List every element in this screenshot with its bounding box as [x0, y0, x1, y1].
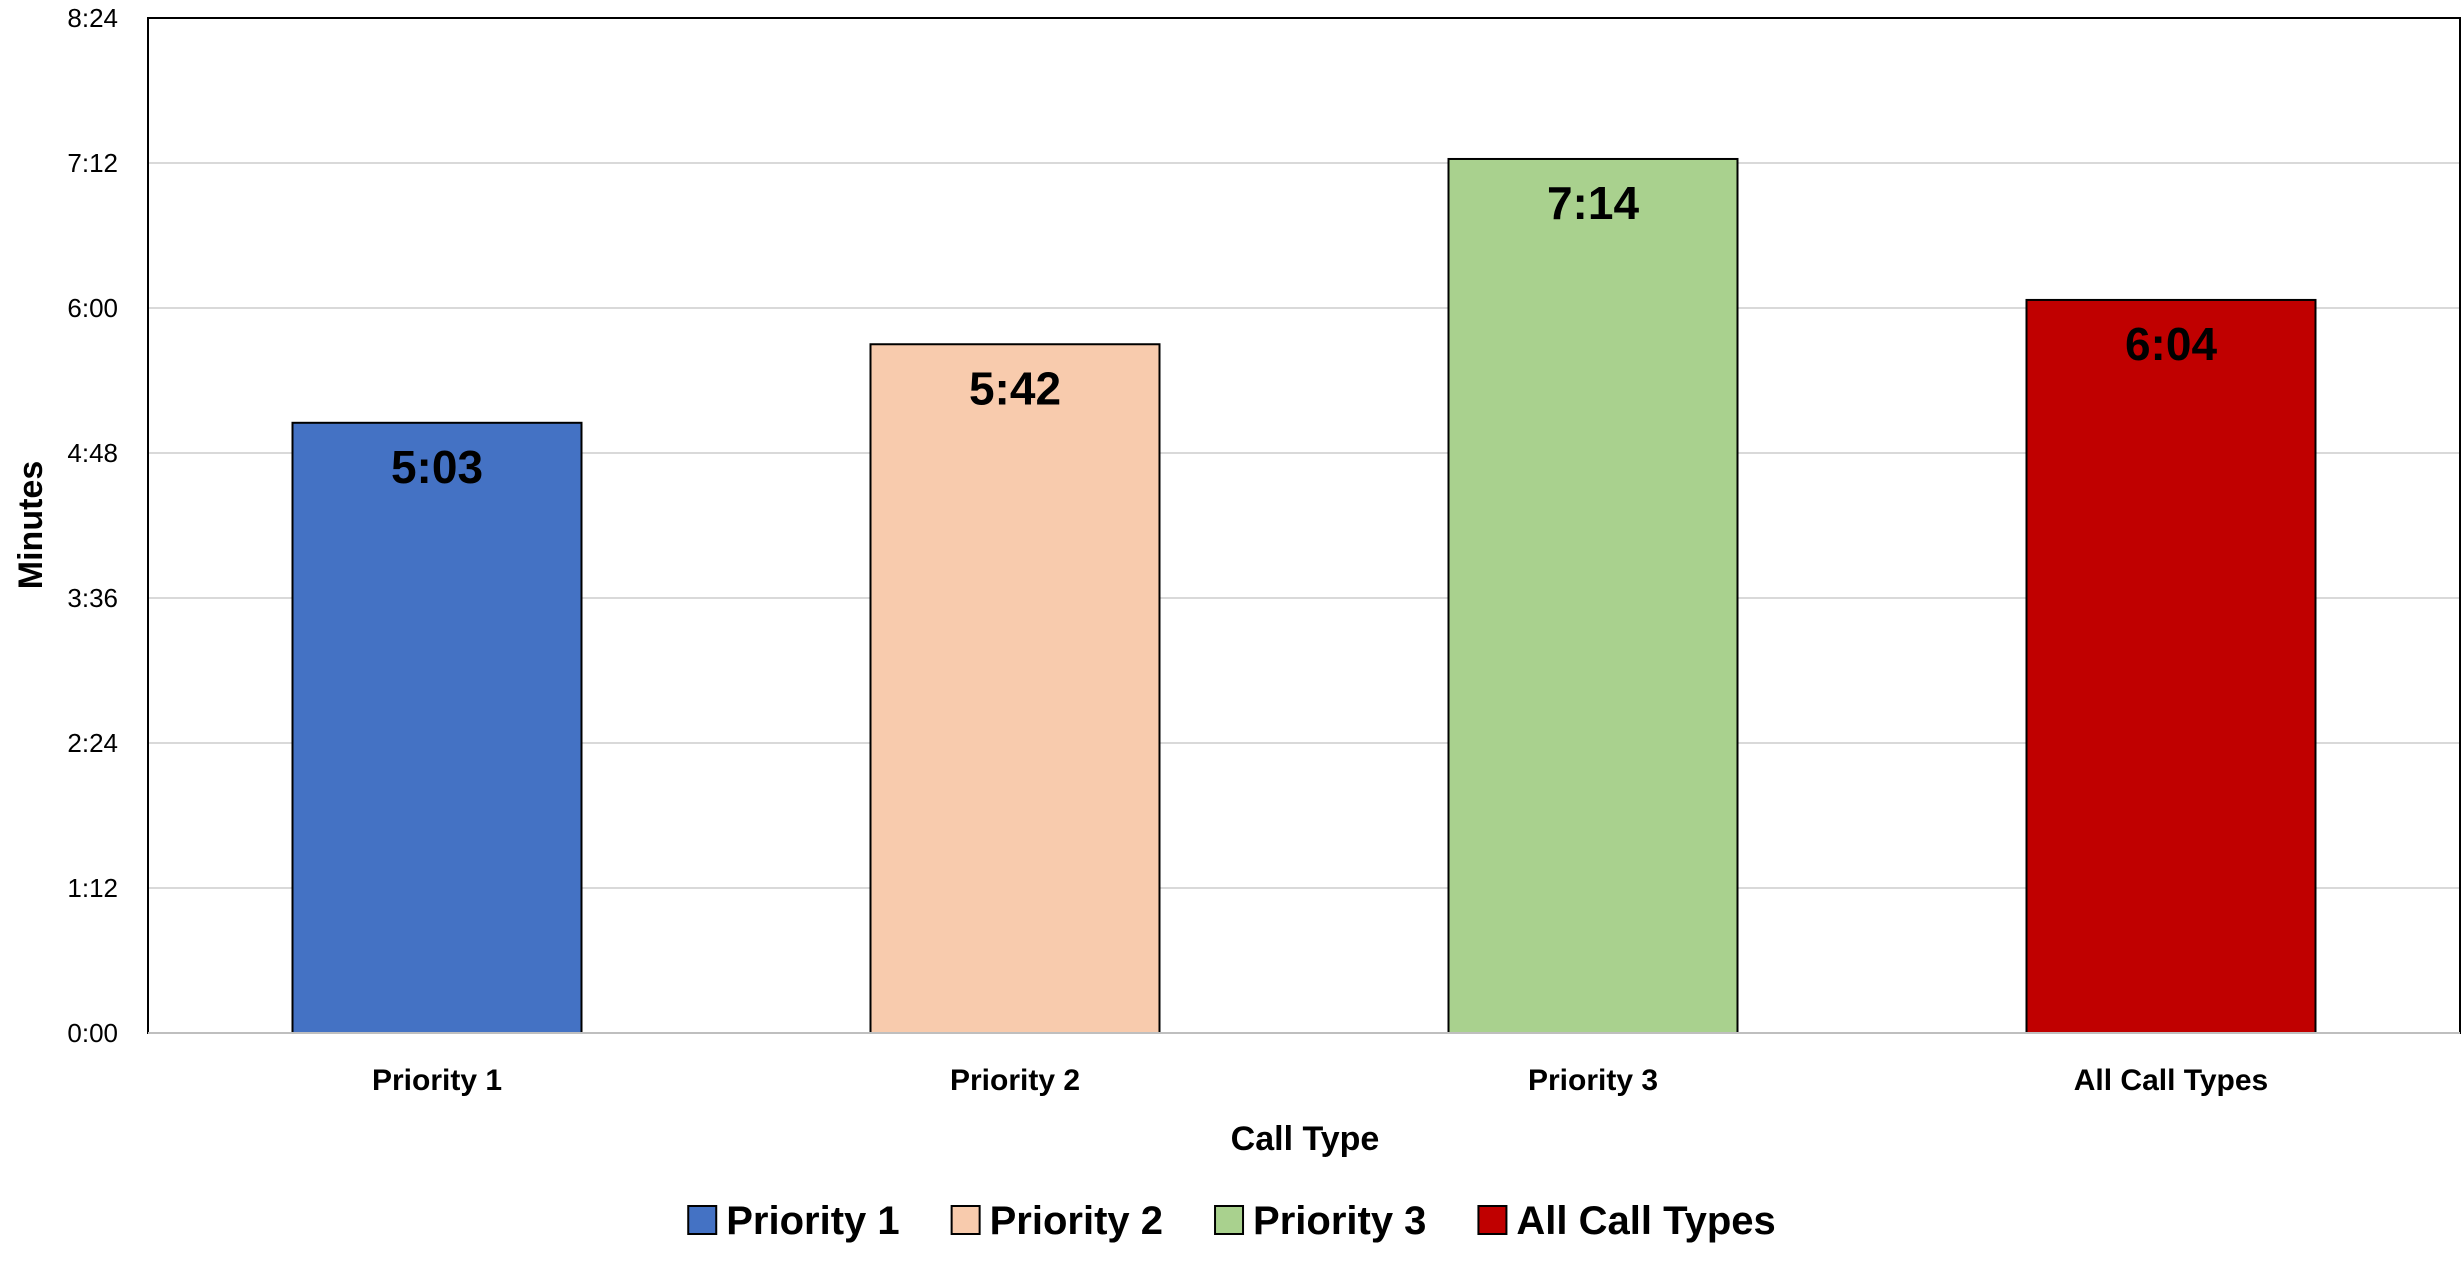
bar-value-label: 5:03 — [391, 441, 483, 493]
bar — [291, 421, 583, 1034]
bars: 5:03 5:42 7:14 6:04 — [291, 157, 2317, 1034]
x-axis-title: Call Type — [1231, 1120, 1380, 1158]
y-tick-label: 6:00 — [67, 293, 118, 323]
legend-swatch — [687, 1205, 718, 1235]
legend: Priority 1 Priority 2 Priority 3 All Call T… — [687, 1199, 1776, 1243]
bar — [869, 343, 1161, 1034]
y-tick-label: 0:00 — [67, 1018, 118, 1048]
legend-swatch — [1214, 1205, 1245, 1235]
x-tick-label: Priority 1 — [372, 1064, 502, 1097]
y-axis-title: Minutes — [12, 461, 50, 589]
x-axis-ticks: Priority 1 Priority 2 Priority 3 All Call T… — [372, 1064, 2268, 1097]
y-axis-ticks: 0:00 1:12 2:24 3:36 4:48 6:00 7:12 8:24 — [67, 3, 118, 1048]
y-tick-label: 4:48 — [67, 438, 118, 468]
x-tick-label: Priority 2 — [950, 1064, 1080, 1097]
y-tick-label: 7:12 — [67, 148, 118, 178]
bar-value-label: 6:04 — [2125, 318, 2217, 370]
y-tick-label: 3:36 — [67, 583, 118, 613]
y-tick-label: 8:24 — [67, 3, 118, 33]
y-tick-label: 1:12 — [67, 873, 118, 903]
x-tick-label: Priority 3 — [1528, 1064, 1658, 1097]
legend-label: All Call Types — [1516, 1199, 1775, 1243]
bar-value-label: 7:14 — [1547, 177, 1639, 229]
bar — [2025, 298, 2317, 1034]
bar-value-label: 5:42 — [969, 362, 1061, 414]
y-tick-label: 2:24 — [67, 728, 118, 758]
legend-swatch — [1477, 1205, 1508, 1235]
legend-swatch — [950, 1205, 981, 1235]
bar — [1447, 157, 1739, 1034]
legend-label: Priority 3 — [1253, 1199, 1426, 1243]
x-tick-label: All Call Types — [2074, 1064, 2269, 1097]
legend-label: Priority 2 — [990, 1199, 1163, 1243]
legend-label: Priority 1 — [726, 1199, 899, 1243]
